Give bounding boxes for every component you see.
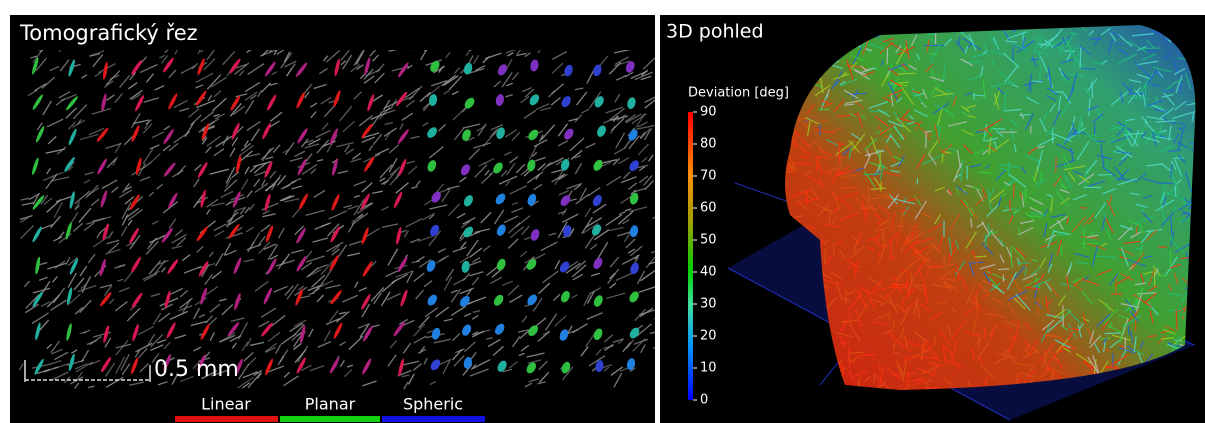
page: Tomografický řez 0.5 mm Linear Planar Sp…: [0, 0, 1205, 423]
fiber-3d: [984, 328, 985, 338]
colorbar: [688, 112, 693, 400]
fiber-3d: [998, 269, 1009, 270]
fiber-3d: [875, 289, 886, 290]
colorbar-tick-label: 30: [700, 297, 717, 312]
fiber-3d: [889, 314, 890, 320]
fiber-3d: [839, 144, 840, 162]
colorbar-tick-label: 80: [700, 137, 717, 152]
fiber-3d: [985, 234, 986, 247]
fiber-3d: [922, 350, 929, 351]
fiber-3d: [1064, 51, 1076, 52]
colorbar-tick-label: 90: [700, 105, 717, 120]
fiber-3d: [1098, 174, 1112, 175]
fiber-3d: [926, 131, 927, 148]
fiber-3d: [973, 93, 974, 100]
legend-swatch: [382, 416, 485, 422]
fiber-3d: [1035, 38, 1044, 39]
fiber-3d: [915, 285, 924, 286]
colorbar-tick-label: 40: [700, 265, 717, 280]
fiber-3d: [1133, 136, 1134, 145]
figure: Tomografický řez 0.5 mm Linear Planar Sp…: [0, 0, 1205, 423]
fiber: [655, 314, 659, 319]
legend-swatch: [175, 416, 278, 422]
colorbar-title: Deviation [deg]: [688, 86, 789, 101]
fiber-3d: [1158, 275, 1167, 276]
fiber-3d: [1072, 134, 1079, 135]
fiber-3d: [881, 182, 882, 192]
fiber-3d: [830, 143, 844, 144]
right-title: 3D pohled: [666, 21, 764, 43]
legend-swatch: [280, 416, 380, 422]
colorbar-tick-label: 50: [700, 233, 717, 248]
fiber-3d: [898, 82, 908, 83]
legend-label: Linear: [201, 395, 251, 414]
fiber-3d: [807, 191, 808, 205]
fiber-3d: [1105, 333, 1121, 334]
legend-label: Planar: [305, 395, 356, 414]
fiber-3d: [1128, 93, 1146, 94]
colorbar-tick-label: 0: [700, 393, 708, 408]
fiber-3d: [846, 289, 847, 303]
colorbar-tick-label: 70: [700, 169, 717, 184]
fiber-3d: [992, 129, 1005, 130]
fiber-3d: [1089, 39, 1101, 40]
fiber-3d: [874, 374, 875, 383]
fiber-3d: [872, 198, 880, 199]
left-title: Tomografický řez: [19, 21, 198, 45]
legend: Linear Planar Spheric: [175, 395, 485, 423]
fiber-3d: [794, 203, 800, 204]
fiber-3d: [1171, 217, 1172, 234]
fiber-3d: [1013, 183, 1014, 198]
fiber-3d: [1056, 157, 1057, 173]
colorbar-tick-label: 20: [700, 329, 717, 344]
colorbar-tick-label: 60: [700, 201, 717, 216]
colorbar-tick-label: 10: [700, 361, 717, 376]
fiber-3d: [1080, 47, 1081, 68]
fiber-3d: [1080, 208, 1087, 209]
fiber-3d: [1176, 309, 1177, 330]
fiber-3d: [1031, 59, 1040, 60]
fiber-3d: [1040, 65, 1041, 81]
fiber-3d: [1017, 263, 1030, 264]
legend-label: Spheric: [403, 395, 463, 414]
scale-label: 0.5 mm: [154, 357, 239, 382]
fiber-3d: [804, 164, 812, 165]
